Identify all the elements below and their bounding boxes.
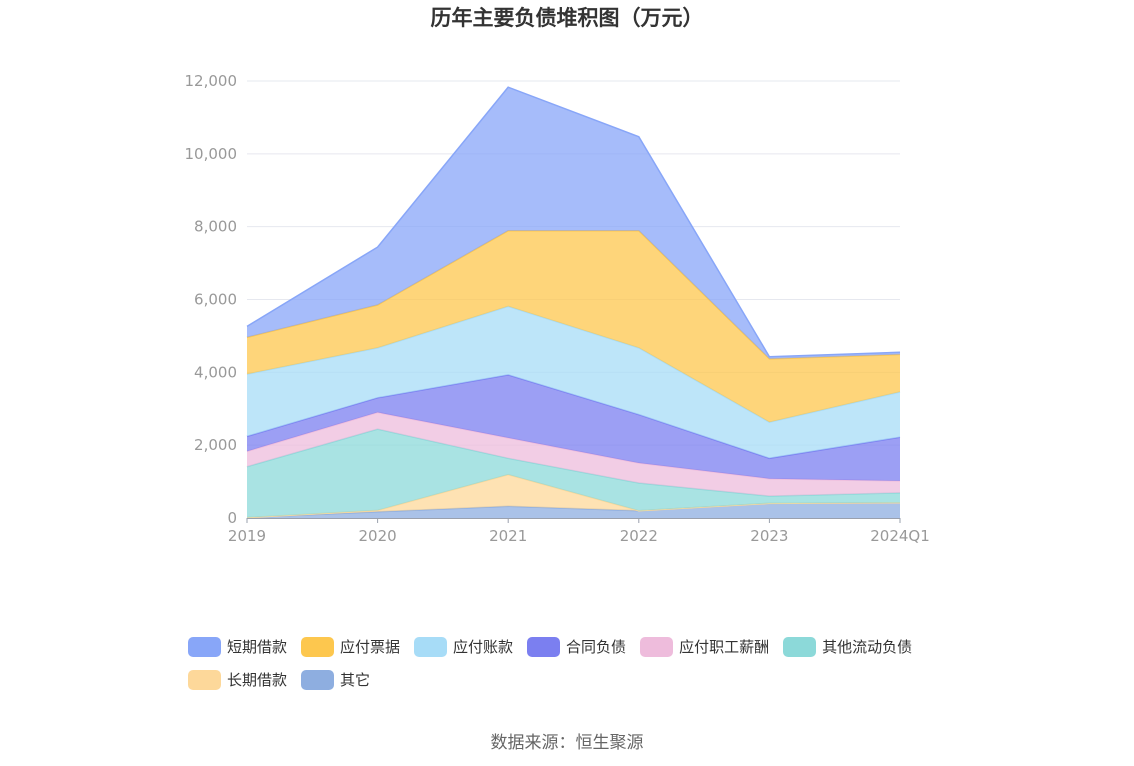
legend-swatch (188, 636, 221, 657)
data-source-note: 数据来源：恒生聚源 (490, 733, 644, 753)
chart-title: 历年主要负债堆积图（万元） (430, 6, 704, 30)
legend-item[interactable]: 应付票据 (301, 636, 400, 657)
legend-label: 长期借款 (227, 671, 288, 689)
area-series (247, 230, 900, 423)
area-series (247, 502, 900, 518)
area-series (247, 474, 900, 518)
y-tick-label: 2,000 (194, 436, 237, 454)
stacked-area-chart: 0 2,000 4,000 6,000 8,000 10,000 12,000 2019 202… (185, 72, 930, 545)
legend-item[interactable]: 应付账款 (414, 636, 513, 657)
legend-swatch (188, 669, 221, 690)
area-series (247, 306, 900, 459)
legend-swatch (527, 636, 561, 657)
y-tick-label: 12,000 (185, 72, 238, 90)
legend-label: 合同负债 (566, 638, 627, 656)
x-tick-label: 2019 (228, 527, 266, 545)
area-series (247, 429, 900, 518)
legend-label: 应付职工薪酬 (679, 638, 770, 656)
legend-label: 其它 (340, 671, 371, 689)
x-tick-label: 2022 (620, 527, 658, 545)
series-line (246, 411, 901, 482)
legend-swatch (783, 636, 817, 657)
y-tick-label: 4,000 (194, 363, 237, 381)
x-tick-label: 2024Q1 (870, 527, 930, 545)
legend-swatch (301, 636, 335, 657)
legend-label: 短期借款 (227, 638, 288, 656)
legend-item[interactable]: 应付职工薪酬 (640, 636, 769, 657)
y-tick-label: 6,000 (194, 291, 237, 309)
x-tick-label: 2021 (489, 527, 527, 545)
legend-row: 短期借款 应付票据 应付账款 合同负债 应付职工薪酬 其他流动负债 (188, 630, 968, 663)
y-tick-label: 0 (227, 509, 237, 527)
legend-row: 长期借款 其它 (188, 663, 968, 696)
chart-legend: 短期借款 应付票据 应付账款 合同负债 应付职工薪酬 其他流动负债 长期借款 其它 (188, 630, 968, 696)
legend-item[interactable]: 其他流动负债 (783, 636, 912, 657)
x-tick-label: 2020 (359, 527, 397, 545)
area-series (247, 374, 900, 481)
area-series (247, 87, 900, 359)
legend-item[interactable]: 长期借款 (188, 669, 287, 690)
legend-item[interactable]: 其它 (301, 669, 370, 690)
legend-label: 应付票据 (340, 638, 401, 656)
y-tick-label: 8,000 (194, 218, 237, 236)
series-line (246, 86, 901, 358)
legend-item[interactable]: 短期借款 (188, 636, 287, 657)
legend-swatch (414, 636, 448, 657)
legend-swatch (640, 636, 674, 657)
legend-item[interactable]: 合同负债 (527, 636, 626, 657)
legend-label: 其他流动负债 (822, 638, 913, 656)
y-tick-label: 10,000 (185, 145, 238, 163)
x-tick-label: 2023 (750, 527, 788, 545)
legend-swatch (301, 669, 335, 690)
legend-label: 应付账款 (453, 638, 514, 656)
